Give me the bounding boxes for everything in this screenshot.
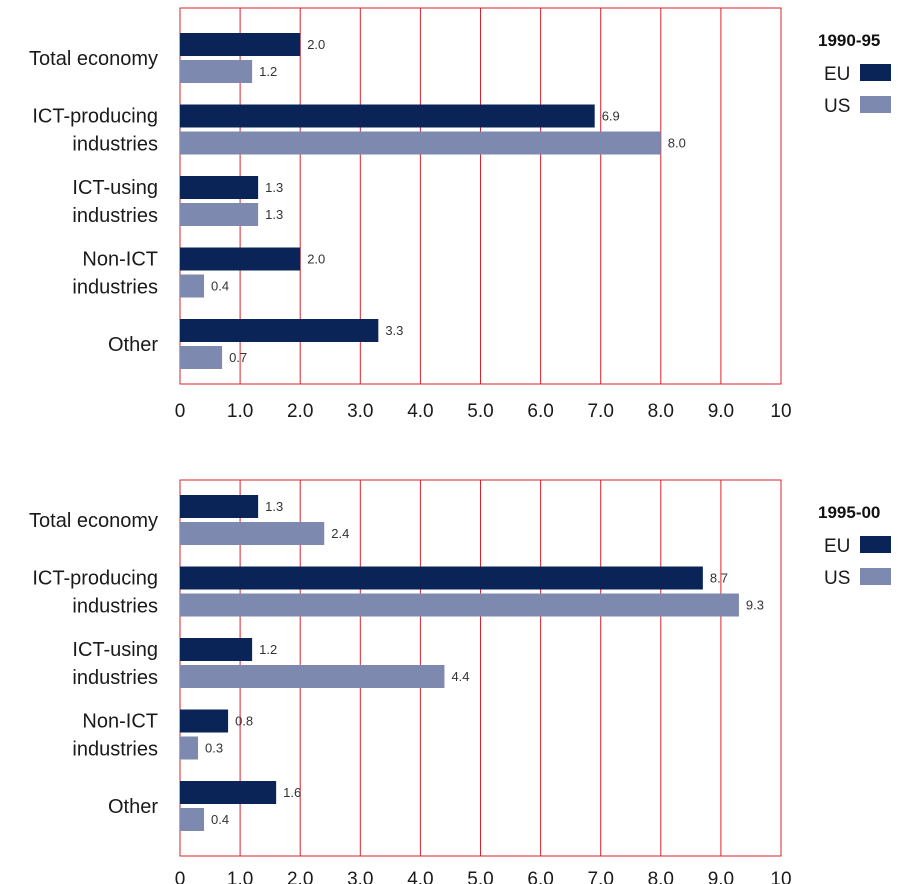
- bar-us: [180, 346, 223, 369]
- x-tick-label: 5.0: [467, 869, 493, 884]
- legend-swatch-eu: [860, 64, 891, 81]
- value-label: 3.3: [385, 323, 403, 338]
- category-label: Total economy: [29, 48, 158, 70]
- category-label: ICT-using: [72, 639, 158, 661]
- x-tick-label: 3.0: [347, 401, 373, 422]
- x-tick-label: 9.0: [708, 401, 734, 422]
- category-label: Non-ICT: [82, 711, 158, 733]
- value-label: 4.4: [451, 669, 469, 684]
- value-label: 0.7: [229, 350, 247, 365]
- bar-us: [180, 60, 253, 83]
- category-label: industries: [72, 739, 158, 761]
- category-label: industries: [72, 277, 158, 299]
- chart-panel-2: 0 1.0 2.0 3.0 4.0 5.0 6.0 7.0 8.0 9.0 10 1.3 2.4 Tota…: [29, 479, 891, 884]
- x-tick-label: 1.0: [227, 401, 253, 422]
- bar-eu: [180, 638, 253, 661]
- value-label: 8.7: [710, 571, 728, 586]
- legend-label: US: [824, 568, 850, 589]
- bar-us: [180, 665, 445, 688]
- value-label: 0.4: [211, 279, 229, 294]
- bar-us: [180, 131, 661, 155]
- category-label: Other: [108, 334, 158, 356]
- x-tick-label: 2.0: [287, 869, 313, 884]
- bar-eu: [180, 176, 259, 199]
- bar-eu: [180, 319, 379, 342]
- bar-us: [180, 736, 199, 760]
- x-tick-label: 7.0: [587, 869, 613, 884]
- x-tick-label: 8.0: [648, 401, 674, 422]
- bar-us: [180, 274, 205, 298]
- value-label: 2.0: [307, 252, 325, 267]
- legend-title: 1995-00: [818, 503, 880, 522]
- x-tick-label: 4.0: [407, 869, 433, 884]
- x-tick-label: 7.0: [587, 401, 613, 422]
- bar-eu: [180, 247, 301, 271]
- legend-swatch-us: [860, 96, 891, 113]
- value-label: 2.0: [307, 37, 325, 52]
- value-label: 1.2: [259, 64, 277, 79]
- bar-eu: [180, 495, 259, 518]
- category-label: industries: [72, 596, 158, 618]
- value-label: 1.2: [259, 642, 277, 657]
- legend-label: US: [824, 96, 850, 117]
- legend-swatch-us: [860, 568, 891, 585]
- category-label: industries: [72, 667, 158, 689]
- x-tick-label: 6.0: [527, 401, 553, 422]
- category-label: ICT-producing: [32, 568, 158, 590]
- bar-eu: [180, 33, 301, 56]
- category-label: Other: [108, 796, 158, 818]
- bar-eu: [180, 781, 277, 804]
- x-tick-label: 0: [175, 401, 186, 422]
- value-label: 8.0: [668, 136, 686, 151]
- value-label: 2.4: [331, 526, 349, 541]
- category-label: ICT-producing: [32, 106, 158, 128]
- value-label: 1.3: [265, 180, 283, 195]
- x-tick-label: 6.0: [527, 869, 553, 884]
- value-label: 6.9: [602, 109, 620, 124]
- bar-us: [180, 593, 739, 617]
- category-label: Total economy: [29, 510, 158, 532]
- category-label: ICT-using: [72, 177, 158, 199]
- x-tick-label: 4.0: [407, 401, 433, 422]
- category-label: Non-ICT: [82, 249, 158, 271]
- x-tick-label: 8.0: [648, 869, 674, 884]
- bar-eu: [180, 709, 229, 733]
- x-tick-label: 3.0: [347, 869, 373, 884]
- bar-us: [180, 522, 325, 545]
- chart-panel-1: 0 1.0 2.0 3.0 4.0 5.0 6.0 7.0 8.0 9.0 10 2.0 1.2 Tota…: [29, 7, 891, 422]
- legend-swatch-eu: [860, 536, 891, 553]
- value-label: 0.4: [211, 812, 229, 827]
- x-tick-label: 10: [770, 869, 791, 884]
- x-tick-label: 2.0: [287, 401, 313, 422]
- legend-label: EU: [824, 64, 850, 85]
- category-label: industries: [72, 134, 158, 156]
- value-label: 9.3: [746, 598, 764, 613]
- legend-label: EU: [824, 536, 850, 557]
- x-tick-label: 5.0: [467, 401, 493, 422]
- value-label: 1.3: [265, 207, 283, 222]
- bar-us: [180, 203, 259, 226]
- value-label: 0.8: [235, 714, 253, 729]
- value-label: 1.6: [283, 785, 301, 800]
- value-label: 1.3: [265, 499, 283, 514]
- x-tick-label: 10: [770, 401, 791, 422]
- x-tick-label: 0: [175, 869, 186, 884]
- x-tick-label: 1.0: [227, 869, 253, 884]
- category-label: industries: [72, 205, 158, 227]
- value-label: 0.3: [205, 741, 223, 756]
- bar-eu: [180, 566, 703, 590]
- bar-eu: [180, 104, 595, 128]
- x-tick-label: 9.0: [708, 869, 734, 884]
- legend-title: 1990-95: [818, 31, 880, 50]
- bar-us: [180, 808, 205, 831]
